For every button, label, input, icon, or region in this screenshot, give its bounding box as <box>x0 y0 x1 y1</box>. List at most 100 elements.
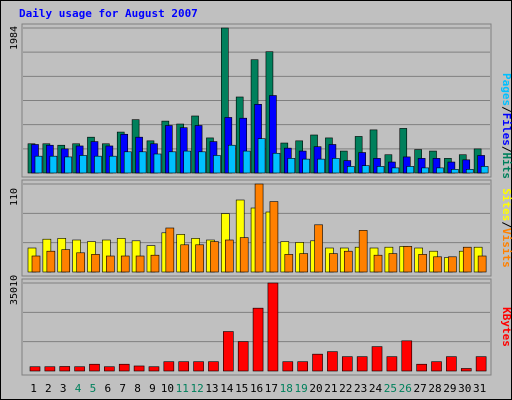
x-tick-label-21: 21 <box>324 382 337 395</box>
bar-pages-29 <box>451 169 459 174</box>
bar-kbytes-29 <box>446 356 457 372</box>
x-tick-label-18: 18 <box>280 382 293 395</box>
legend-entry: Sites <box>500 188 512 221</box>
x-tick-label-26: 26 <box>399 382 412 395</box>
x-tick-label-25: 25 <box>384 382 397 395</box>
bar-kbytes-12 <box>193 361 204 372</box>
bar-visits-7 <box>120 255 130 273</box>
bar-kbytes-5 <box>89 363 100 372</box>
x-tick-label-30: 30 <box>458 382 471 395</box>
bar-pages-27 <box>421 167 429 174</box>
x-tick-label-20: 20 <box>309 382 322 395</box>
bar-kbytes-23 <box>356 356 368 372</box>
bar-pages-15 <box>242 150 251 174</box>
bar-pages-17 <box>272 152 281 174</box>
bar-kbytes-11 <box>178 361 190 372</box>
bar-visits-21 <box>329 253 338 273</box>
x-tick-label-17: 17 <box>265 382 278 395</box>
bar-visits-9 <box>150 254 160 273</box>
legend-entry: Hits <box>500 153 512 180</box>
bar-kbytes-24 <box>371 346 383 372</box>
x-tick-label-11: 11 <box>176 382 189 395</box>
bar-pages-13 <box>213 155 221 174</box>
legend-entry: / <box>500 221 512 228</box>
bar-visits-27 <box>418 254 427 273</box>
bar-pages-25 <box>391 167 400 174</box>
legend-entry: KBytes <box>500 307 512 347</box>
bar-visits-20 <box>314 224 323 273</box>
bar-kbytes-22 <box>341 356 353 372</box>
bar-visits-4 <box>76 252 85 273</box>
bar-visits-11 <box>180 244 190 273</box>
y-max-label: 110 <box>9 188 20 206</box>
bar-pages-28 <box>436 167 444 174</box>
x-tick-label-22: 22 <box>339 382 352 395</box>
bar-kbytes-26 <box>401 340 413 372</box>
bar-pages-26 <box>406 166 415 174</box>
x-tick-label-29: 29 <box>443 382 456 395</box>
bar-kbytes-17 <box>267 282 279 372</box>
legend-sites-visits: Sites/Visits <box>500 188 512 268</box>
bar-visits-26 <box>403 246 413 273</box>
y-max-label: 35010 <box>9 275 20 305</box>
x-tick-label-14: 14 <box>220 382 234 395</box>
legend-entry: Pages <box>500 73 512 106</box>
x-tick-label-2: 2 <box>45 382 52 395</box>
bar-kbytes-14 <box>223 331 234 372</box>
x-tick-label-23: 23 <box>354 382 367 395</box>
bar-kbytes-21 <box>327 351 338 372</box>
x-tick-label-9: 9 <box>149 382 156 395</box>
bar-visits-18 <box>284 254 294 273</box>
bar-pages-19 <box>302 158 310 174</box>
bar-kbytes-2 <box>44 366 56 372</box>
bar-visits-15 <box>239 237 249 273</box>
bar-kbytes-6 <box>104 366 115 372</box>
bar-visits-22 <box>343 250 353 273</box>
bar-visits-3 <box>61 249 71 273</box>
panel-sites-visits: 110 Sites/Visits <box>9 179 512 277</box>
x-tick-label-15: 15 <box>235 382 248 395</box>
x-tick-label-5: 5 <box>90 382 97 395</box>
bar-visits-23 <box>358 230 368 273</box>
bar-visits-28 <box>433 256 442 273</box>
bar-pages-5 <box>94 155 102 174</box>
bar-pages-4 <box>79 155 87 174</box>
bar-kbytes-30 <box>460 368 472 372</box>
legend-entry: / <box>500 146 512 153</box>
bar-pages-18 <box>287 158 296 174</box>
x-tick-label-8: 8 <box>134 382 141 395</box>
bar-visits-12 <box>195 244 204 273</box>
x-tick-label-6: 6 <box>105 382 112 395</box>
x-tick-label-31: 31 <box>473 382 486 395</box>
bar-pages-30 <box>465 169 474 174</box>
bar-visits-24 <box>373 254 383 273</box>
bar-kbytes-31 <box>475 356 487 372</box>
bar-visits-31 <box>477 255 487 273</box>
bar-kbytes-16 <box>252 307 264 372</box>
bar-kbytes-28 <box>431 361 442 372</box>
x-tick-label-27: 27 <box>414 382 427 395</box>
bar-visits-17 <box>269 201 279 273</box>
bar-visits-25 <box>388 253 398 273</box>
chart-title: Daily usage for August 2007 <box>19 7 198 20</box>
bar-kbytes-9 <box>148 366 160 372</box>
legend-entry: / <box>500 106 512 113</box>
series-kbytes <box>29 282 487 372</box>
bar-pages-7 <box>123 151 132 174</box>
bar-pages-12 <box>198 151 206 174</box>
bar-pages-21 <box>332 158 340 174</box>
x-tick-label-28: 28 <box>428 382 441 395</box>
bar-visits-13 <box>210 241 219 273</box>
bar-kbytes-27 <box>416 363 427 372</box>
series-pages <box>34 138 489 174</box>
x-tick-label-13: 13 <box>205 382 218 395</box>
bar-visits-29 <box>448 256 457 273</box>
panel-kbytes: 35010 KBytes <box>9 275 512 376</box>
bar-pages-1 <box>34 155 43 174</box>
bar-kbytes-18 <box>282 361 294 372</box>
x-tick-label-4: 4 <box>75 382 82 395</box>
legend-kbytes: KBytes <box>500 307 512 347</box>
legend-hits-files-pages: Pages/Files/Hits <box>500 73 512 179</box>
bar-kbytes-20 <box>312 353 323 372</box>
